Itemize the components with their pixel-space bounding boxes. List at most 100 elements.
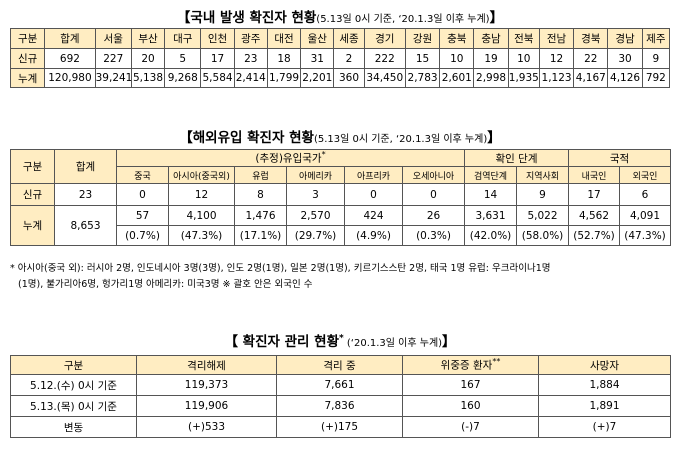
table-cell: 2,998 <box>473 68 509 88</box>
table-cell: 9 <box>641 48 671 69</box>
column-header: 부산 <box>130 28 166 49</box>
column-header: 위중증 환자** <box>402 355 539 375</box>
domestic-header-row: 구분 합계 서울 부산 대구 인천 광주 대전 울산 세종 경기 강원 충북 충남 전북 전남 경북 경남 제주 <box>9 28 671 49</box>
column-header: 아시아(중국외) <box>168 166 235 184</box>
table-cell: 222 <box>363 48 406 69</box>
column-header: 아프리카 <box>344 166 403 184</box>
table-cell: 1,799 <box>266 68 302 88</box>
table-cell: 6 <box>619 183 672 206</box>
table-cell: 7,661 <box>276 374 403 396</box>
table-cell: 14 <box>464 183 517 206</box>
table-cell: (0.7%) <box>116 225 169 246</box>
table-cell: 22 <box>573 48 609 69</box>
table-cell: 4,126 <box>607 68 643 88</box>
table-cell: (29.7%) <box>286 225 345 246</box>
table-cell: 792 <box>641 68 671 88</box>
table-cell: 15 <box>404 48 441 69</box>
column-header-label: 위중증 환자 <box>440 359 493 372</box>
row-label: 5.12.(수) 0시 기준 <box>10 374 137 396</box>
table-cell: 3,631 <box>464 205 517 226</box>
table-cell: 7,836 <box>276 395 403 417</box>
table-cell: 0 <box>116 183 169 206</box>
column-header: 합계 <box>44 28 96 49</box>
table-cell: 10 <box>507 48 540 69</box>
column-header: 충북 <box>439 28 475 49</box>
table-cell: 0 <box>344 183 403 206</box>
row-label: 5.13.(목) 0시 기준 <box>10 395 137 417</box>
table-cell: 692 <box>44 48 96 69</box>
column-header: 제주 <box>641 28 671 49</box>
table-cell: 57 <box>116 205 169 226</box>
table-cell: 12 <box>538 48 575 69</box>
column-header: 경남 <box>607 28 643 49</box>
table-cell: 30 <box>607 48 643 69</box>
row-label: 변동 <box>10 416 137 438</box>
table-row: 5.12.(수) 0시 기준 119,373 7,661 167 1,884 <box>10 374 671 396</box>
row-label: 신규 <box>10 183 55 206</box>
header-total: 합계 <box>54 149 117 184</box>
row-label: 누계 <box>10 205 55 246</box>
column-header: 울산 <box>300 28 335 49</box>
header-country-group: (추정)유입국가* <box>116 149 465 167</box>
column-header: 사망자 <box>538 355 671 375</box>
table-cell: 119,906 <box>136 395 277 417</box>
table-cell: 2,783 <box>404 68 441 88</box>
table-cell: 34,450 <box>363 68 406 88</box>
table-cell: (+)175 <box>276 416 403 438</box>
table-cell: 5,022 <box>515 205 570 226</box>
header-gubun: 구분 <box>10 149 55 184</box>
table-cell: 12 <box>168 183 235 206</box>
table-cell: 120,980 <box>44 68 96 88</box>
table-cell: 1,935 <box>507 68 540 88</box>
overseas-footnote-1: * 아시아(중국 외): 러시아 2명, 인도네시아 3명(3명), 인도 2명… <box>10 263 551 274</box>
table-cell: 26 <box>402 205 465 226</box>
table-cell: 4,167 <box>573 68 609 88</box>
column-header: 구분 <box>9 28 46 49</box>
table-cell: 0 <box>402 183 465 206</box>
table-cell: 9,268 <box>164 68 202 88</box>
column-header: 전남 <box>538 28 575 49</box>
column-header: 대전 <box>266 28 302 49</box>
table-cell: 2,201 <box>300 68 335 88</box>
overseas-title: 【해외유입 확진자 현황(5.13일 0시 기준, ‘20.1.3일 이후 누계… <box>179 130 501 146</box>
table-cell: 4,100 <box>168 205 235 226</box>
table-cell: 5,584 <box>200 68 235 88</box>
table-cell: (17.1%) <box>234 225 287 246</box>
management-header-row: 구분 격리해제 격리 중 위중증 환자** 사망자 <box>10 355 671 375</box>
row-total: 8,653 <box>54 205 117 246</box>
table-cell: 5,138 <box>130 68 166 88</box>
table-cell: 17 <box>568 183 621 206</box>
table-cell: (+)533 <box>136 416 277 438</box>
row-label: 신규 <box>9 48 46 69</box>
table-cell: 1,891 <box>538 395 671 417</box>
table-cell: (52.7%) <box>568 225 621 246</box>
table-row: 누계 120,980 39,241 5,138 9,268 5,584 2,414 1,799… <box>9 68 671 88</box>
table-cell: 19 <box>473 48 509 69</box>
table-cell: 2 <box>333 48 365 69</box>
column-header: 중국 <box>116 166 169 184</box>
table-cell: (47.3%) <box>168 225 235 246</box>
table-cell: 23 <box>233 48 268 69</box>
column-header: 전북 <box>507 28 540 49</box>
table-cell: (58.0%) <box>515 225 570 246</box>
domestic-title: 【국내 발생 확진자 현황(5.13일 0시 기준, ‘20.1.3일 이후 누… <box>176 10 504 26</box>
table-cell: 227 <box>94 48 132 69</box>
table-row: 5.13.(목) 0시 기준 119,906 7,836 160 1,891 <box>10 395 671 417</box>
footnote-mark: ** <box>492 357 501 367</box>
table-row: 신규 692 227 20 5 17 23 18 31 2 222 15 10 19 10 12 22 30 9 <box>9 48 671 69</box>
row-label: 누계 <box>9 68 46 88</box>
overseas-header-row: 구분 합계 (추정)유입국가* 확인 단계 국적 <box>10 149 672 184</box>
row-total: 23 <box>54 183 117 206</box>
column-header: 세종 <box>333 28 365 49</box>
column-header: 유럽 <box>234 166 287 184</box>
table-cell: 20 <box>130 48 166 69</box>
column-header: 구분 <box>10 355 137 375</box>
column-header: 아메리카 <box>286 166 345 184</box>
table-cell: 360 <box>333 68 365 88</box>
column-header: 경기 <box>363 28 406 49</box>
table-cell: (0.3%) <box>402 225 465 246</box>
table-cell: 1,476 <box>234 205 287 226</box>
table-cell: 39,241 <box>94 68 132 88</box>
column-header: 내국인 <box>568 166 621 184</box>
table-row: 변동 (+)533 (+)175 (-)7 (+)7 <box>10 416 671 438</box>
